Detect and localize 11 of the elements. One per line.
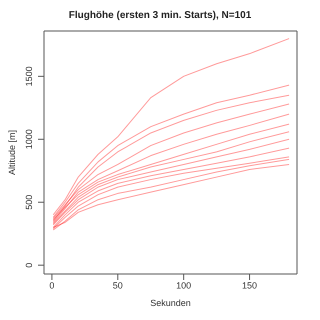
x-axis-title: Sekunden <box>150 298 191 308</box>
x-tick-label: 0 <box>49 280 54 290</box>
y-tick-label: 1000 <box>24 129 34 150</box>
y-tick-label: 500 <box>24 194 34 210</box>
y-tick-label: 1500 <box>24 66 34 86</box>
x-tick-label: 100 <box>176 280 192 290</box>
y-axis-title: Altitude [m] <box>7 130 18 176</box>
x-tick-label: 150 <box>242 280 258 290</box>
y-tick-label: 0 <box>24 262 34 268</box>
chart-title: Flughöhe (ersten 3 min. Starts), N=101 <box>68 9 252 23</box>
x-tick-label: 50 <box>112 280 123 290</box>
